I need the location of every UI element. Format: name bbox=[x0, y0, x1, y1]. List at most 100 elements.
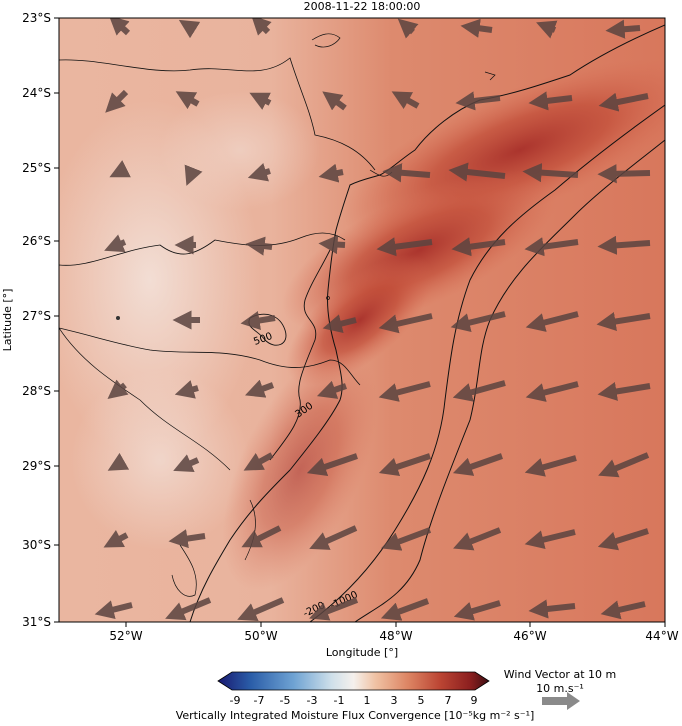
wind-arrow bbox=[103, 530, 129, 548]
wind-arrow bbox=[597, 381, 651, 401]
wind-arrow bbox=[378, 313, 433, 334]
wind-arrow bbox=[453, 600, 501, 621]
wind-arrow bbox=[597, 528, 649, 551]
colorbar-tick-label: -7 bbox=[254, 694, 265, 707]
lat-tick-label: 24°S bbox=[22, 86, 51, 100]
wind-arrow bbox=[94, 600, 133, 619]
colorbar-tick-label: -1 bbox=[334, 694, 345, 707]
lagoon-outline bbox=[171, 499, 256, 597]
wind-arrow bbox=[240, 311, 276, 330]
wind-arrow bbox=[460, 18, 493, 38]
colorbar-tick-label: 5 bbox=[418, 694, 425, 707]
wind-arrow bbox=[536, 20, 558, 39]
wind-arrow bbox=[597, 164, 651, 184]
wind-arrow bbox=[109, 160, 131, 178]
wind-arrow bbox=[245, 236, 273, 256]
wind-arrow bbox=[247, 163, 271, 182]
wind-arrow bbox=[376, 237, 433, 257]
lat-tick-label: 30°S bbox=[22, 538, 51, 552]
lon-tick-label: 48°W bbox=[379, 629, 412, 643]
pale-region-northwest bbox=[160, 90, 320, 210]
colorbar-tick-label: 3 bbox=[391, 694, 398, 707]
x-axis-label: Longitude [°] bbox=[326, 646, 398, 659]
wind-arrow bbox=[104, 234, 127, 253]
lat-tick-label: 31°S bbox=[22, 615, 51, 629]
wind-arrow bbox=[596, 312, 651, 331]
colorbar-tick-label: -3 bbox=[307, 694, 318, 707]
wind-arrow bbox=[178, 19, 201, 39]
convergence-band-coast bbox=[286, 254, 434, 386]
state-border-north bbox=[59, 57, 376, 171]
wind-arrow bbox=[378, 381, 431, 402]
wind-arrow bbox=[309, 525, 358, 550]
lat-tick-label: 27°S bbox=[22, 309, 51, 323]
wind-arrow bbox=[528, 91, 573, 111]
wind-arrow bbox=[237, 597, 285, 622]
lat-tick-label: 23°S bbox=[22, 11, 51, 25]
wind-arrow bbox=[175, 91, 200, 110]
wind-arrow bbox=[528, 599, 576, 619]
y-axis-label: Latitude [°] bbox=[1, 289, 14, 352]
wind-arrow bbox=[107, 452, 130, 471]
wind-arrow bbox=[251, 18, 272, 36]
lat-tick-label: 26°S bbox=[22, 234, 51, 248]
wind-arrow bbox=[380, 598, 430, 621]
wind-arrow bbox=[391, 91, 420, 110]
contour-bathymetry-1000 bbox=[354, 139, 665, 622]
wind-arrow bbox=[451, 237, 506, 257]
wind-arrow bbox=[600, 600, 646, 620]
wind-key-arrow bbox=[542, 692, 580, 710]
wind-arrow bbox=[381, 527, 432, 551]
wind-arrow bbox=[450, 311, 506, 333]
colorbar-bar bbox=[217, 671, 490, 691]
wind-arrow bbox=[524, 455, 577, 477]
wind-arrow bbox=[598, 92, 649, 112]
colorbar: -9 -7 -5 -3 -1 1 3 5 7 9 Vertically Inte… bbox=[176, 671, 535, 722]
wind-vectors bbox=[94, 18, 651, 622]
lon-tick-label: 46°W bbox=[513, 629, 546, 643]
wind-arrow bbox=[525, 311, 579, 332]
island-marker bbox=[326, 296, 330, 300]
lon-tick-label: 50°W bbox=[244, 629, 277, 643]
lon-tick-label: 52°W bbox=[109, 629, 142, 643]
wind-arrow bbox=[598, 452, 650, 478]
wind-arrow bbox=[244, 379, 275, 398]
wind-arrow bbox=[524, 529, 576, 550]
wind-arrow bbox=[322, 314, 357, 333]
wind-arrow bbox=[597, 235, 651, 255]
wind-arrow bbox=[105, 89, 129, 113]
wind-arrow bbox=[168, 529, 206, 549]
colorbar-tick-label: 9 bbox=[471, 694, 478, 707]
lat-tick-label: 29°S bbox=[22, 459, 51, 473]
wind-arrow bbox=[378, 453, 431, 477]
colorbar-tick-label: 7 bbox=[445, 694, 452, 707]
wind-arrow bbox=[455, 91, 501, 111]
wind-arrow bbox=[249, 92, 272, 110]
wind-arrow bbox=[322, 91, 347, 111]
wind-arrow bbox=[525, 381, 579, 402]
contour-300 bbox=[269, 249, 331, 461]
state-border-south bbox=[59, 327, 361, 386]
colorbar-tick-label: 1 bbox=[364, 694, 371, 707]
wind-arrow bbox=[452, 453, 503, 476]
wind-arrow bbox=[107, 379, 129, 399]
colorbar-tick-label: -9 bbox=[230, 694, 241, 707]
wind-arrow bbox=[309, 597, 359, 621]
wind-key-speed: 10 m.s⁻¹ bbox=[536, 682, 584, 695]
wind-arrow bbox=[522, 163, 579, 183]
state-border-middle bbox=[59, 232, 346, 266]
colorbar-label: Vertically Integrated Moisture Flux Conv… bbox=[176, 709, 535, 722]
pale-region-southwest bbox=[70, 370, 250, 550]
wind-arrow bbox=[316, 380, 347, 399]
wind-arrow bbox=[165, 597, 212, 621]
wind-arrow bbox=[306, 453, 358, 476]
wind-key: Wind Vector at 10 m 10 m.s⁻¹ bbox=[504, 668, 616, 710]
river-uruguay bbox=[59, 327, 231, 471]
wind-arrow bbox=[605, 19, 641, 39]
wind-key-title: Wind Vector at 10 m bbox=[504, 668, 616, 681]
wind-arrow bbox=[108, 18, 131, 36]
wind-arrow bbox=[397, 18, 419, 39]
wind-arrow bbox=[173, 454, 200, 472]
wind-arrow bbox=[453, 527, 502, 551]
